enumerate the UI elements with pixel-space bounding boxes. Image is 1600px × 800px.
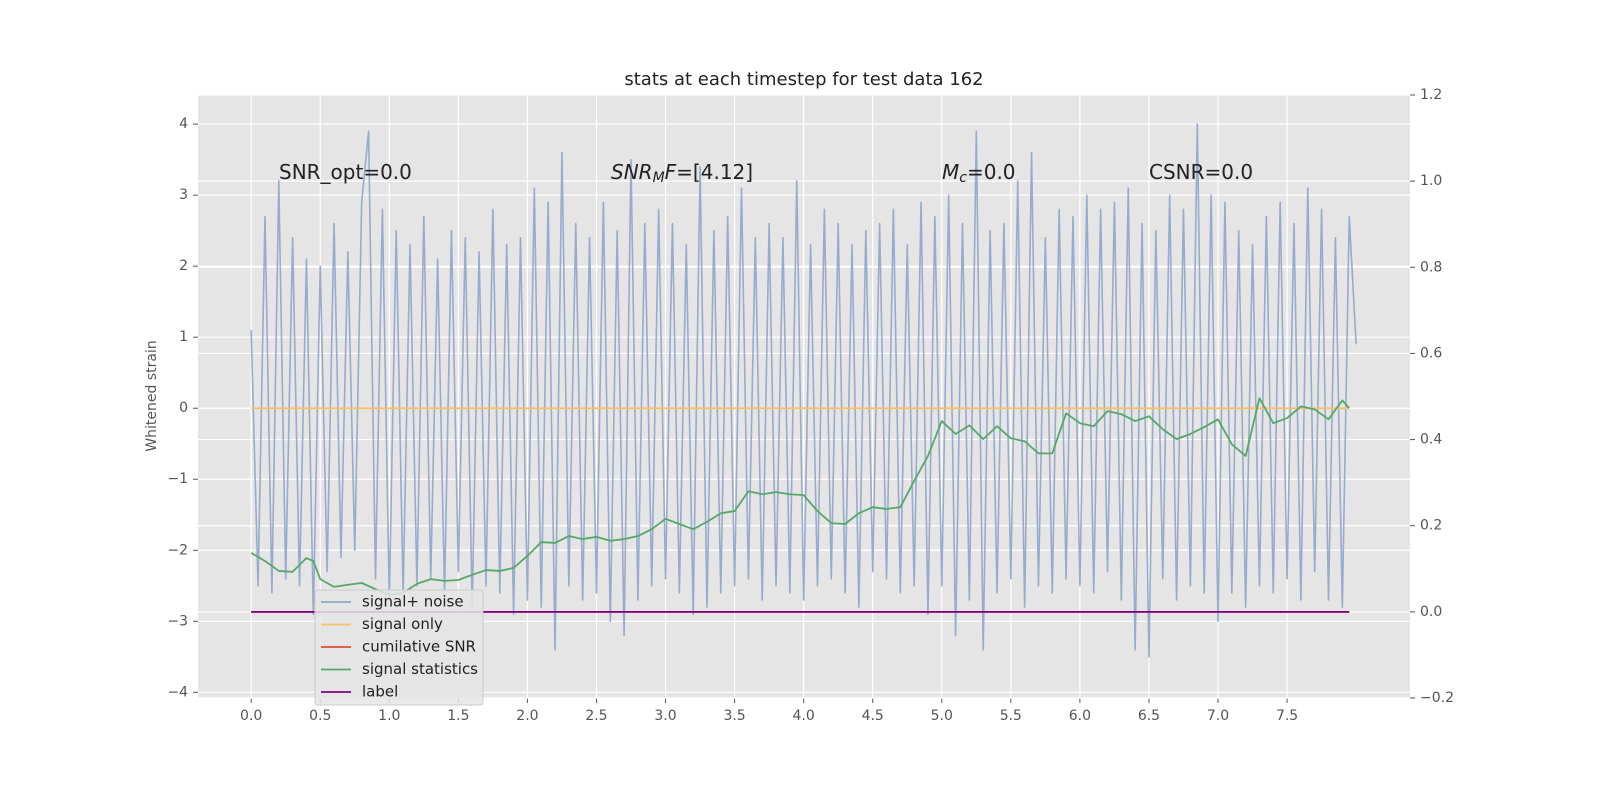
y2-tick-label: 0.8 (1420, 259, 1442, 275)
legend-label: cumilative SNR (362, 638, 476, 656)
y-tick-label: −4 (167, 684, 188, 700)
y-tick-label: 2 (179, 258, 188, 274)
y2-tick-label: 0.6 (1420, 345, 1442, 361)
y2-tick-label: −0.2 (1420, 690, 1454, 706)
y-tick-label: −3 (167, 613, 188, 629)
legend-label: signal statistics (362, 660, 478, 678)
x-tick-label: 7.5 (1276, 708, 1298, 724)
y2-tick-label: 0.4 (1420, 432, 1442, 448)
x-tick-label: 1.0 (378, 708, 400, 724)
x-tick-label: 2.0 (516, 708, 538, 724)
x-tick-label: 1.5 (447, 708, 469, 724)
annotation-part: SNR_opt=0.0 (279, 160, 412, 184)
x-tick-label: 6.0 (1069, 708, 1091, 724)
x-tick-label: 4.5 (862, 708, 884, 724)
y-tick-label: 4 (179, 116, 188, 132)
x-tick-label: 6.5 (1138, 708, 1160, 724)
x-tick-label: 3.0 (654, 708, 676, 724)
y-tick-label: 0 (179, 400, 188, 416)
annotation-part: M (653, 170, 665, 186)
y2-tick-label: 1.0 (1420, 173, 1442, 189)
annotation-part: SNR (611, 160, 653, 184)
legend-label: signal+ noise (362, 593, 464, 611)
annotation-part: =[4.12] (676, 160, 753, 184)
annotation-part: c (959, 170, 967, 186)
y2-tick-label: 1.2 (1420, 87, 1442, 103)
series-line (250, 397, 1350, 596)
chart-title: stats at each timestep for test data 162 (624, 69, 983, 90)
y2-tick-label: 0.0 (1420, 604, 1442, 620)
annotation: SNRMF=[4.12] (611, 160, 753, 187)
x-tick-label: 2.5 (585, 708, 607, 724)
x-tick-label: 0.5 (309, 708, 331, 724)
x-tick-label: 0.0 (240, 708, 262, 724)
annotation-part: M (942, 160, 959, 184)
y2-tick-label: 0.2 (1420, 518, 1442, 534)
legend-box (314, 589, 484, 706)
annotation: CSNR=0.0 (1149, 160, 1253, 184)
annotation: Mc=0.0 (942, 160, 1016, 187)
y-axis-label: Whitened strain (144, 340, 160, 451)
x-tick-label: 4.0 (793, 708, 815, 724)
x-tick-label: 7.0 (1207, 708, 1229, 724)
annotation-part: F (665, 160, 677, 184)
x-tick-label: 5.5 (1000, 708, 1022, 724)
y-tick-label: 1 (179, 329, 188, 345)
series-line (250, 123, 1357, 658)
y-tick-label: −2 (167, 542, 188, 558)
x-tick-label: 5.0 (931, 708, 953, 724)
legend-label: signal only (362, 615, 443, 633)
y-tick-label: −1 (167, 471, 188, 487)
legend-label: label (362, 683, 398, 701)
annotation-part: CSNR=0.0 (1149, 160, 1253, 184)
annotation-part: =0.0 (967, 160, 1016, 184)
x-tick-label: 3.5 (723, 708, 745, 724)
y-tick-label: 3 (179, 187, 188, 203)
annotation: SNR_opt=0.0 (279, 160, 412, 184)
